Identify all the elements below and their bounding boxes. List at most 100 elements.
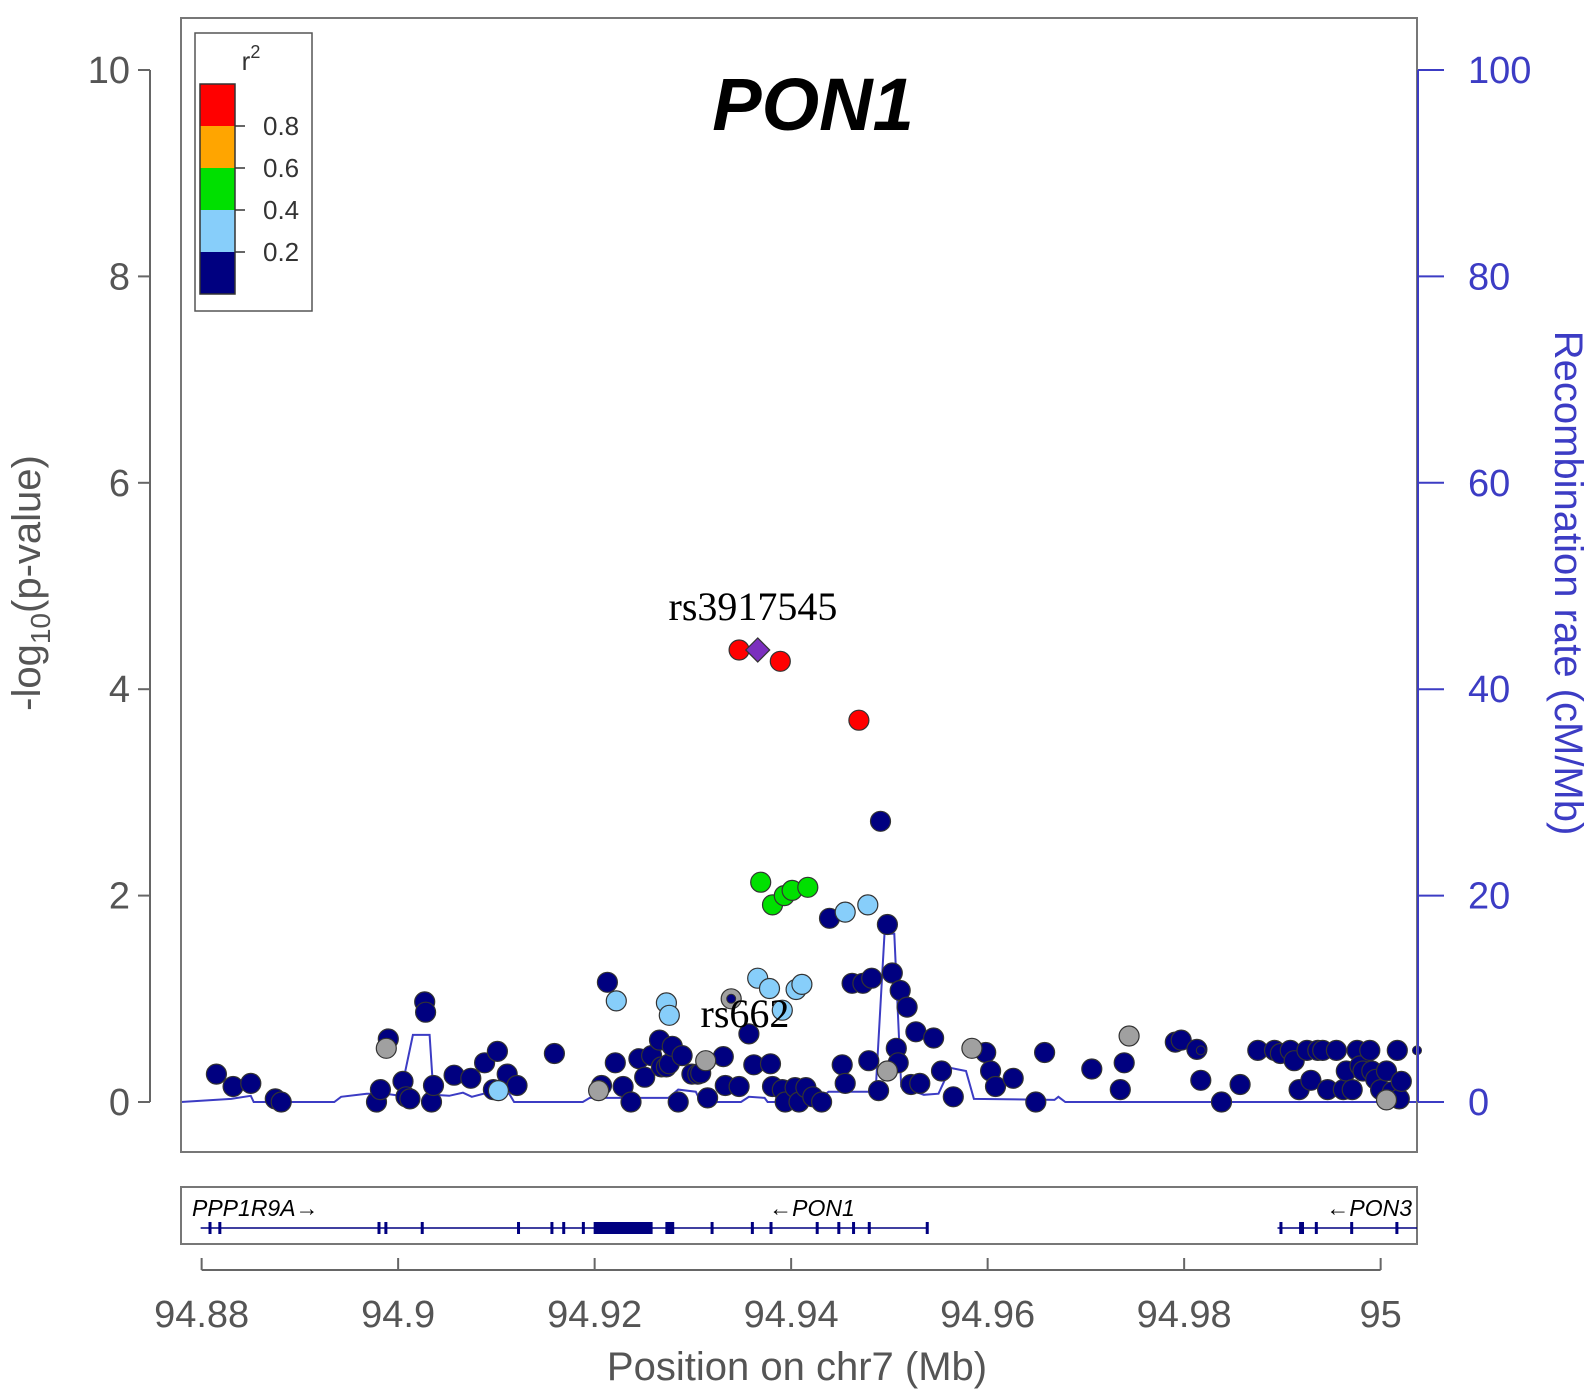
snp-point-navy	[486, 1040, 508, 1063]
snp-point-navy	[738, 1023, 760, 1045]
snp-point-small	[1195, 1045, 1206, 1056]
legend-bin	[200, 84, 235, 126]
snp-point-navy	[909, 1072, 931, 1095]
snp-point-navy	[1390, 1070, 1412, 1093]
gene-exon	[867, 1222, 871, 1234]
snp-points-layer	[205, 637, 1422, 1113]
legend-bar-frame	[199, 83, 236, 295]
gene-exon	[1350, 1222, 1354, 1234]
x-tick-label: 95	[1360, 1294, 1402, 1336]
gene-exon	[218, 1222, 222, 1234]
y-tick-label: 4	[109, 669, 130, 711]
snp-point-navy	[240, 1072, 262, 1095]
gene-exon	[517, 1222, 521, 1234]
x-tick-label: 94.96	[940, 1294, 1035, 1336]
legend-bin	[200, 210, 235, 252]
snp-point-navy	[930, 1060, 953, 1082]
snp-point-navy	[1170, 1029, 1192, 1051]
gene-exon	[420, 1222, 424, 1234]
gene-track-frame	[180, 1186, 1418, 1245]
legend-bin	[200, 168, 235, 210]
legend-bin	[200, 126, 235, 168]
y-tick-label: 8	[109, 256, 130, 298]
x-axis-label: Position on chr7 (Mb)	[607, 1345, 987, 1389]
snp-point-navy	[205, 1063, 227, 1085]
snp-point-gray	[1118, 1025, 1140, 1047]
snp-point-navy	[1325, 1039, 1348, 1062]
y-axis-label-main: -log	[5, 644, 49, 711]
y-axis-label-tail: (p-value)	[5, 455, 49, 613]
legend-bin-label: 0.4	[263, 195, 299, 225]
snp-point-green	[750, 871, 772, 893]
snp-point-navy	[881, 962, 903, 984]
legend-bin	[200, 252, 235, 294]
snp-point-lightblue	[834, 901, 856, 923]
snp-point-gray	[1375, 1089, 1398, 1111]
gene-label: ←PON3	[1326, 1195, 1412, 1221]
y2-tick-label: 100	[1468, 50, 1531, 92]
snp-point-navy	[596, 971, 619, 993]
y2-axis-label: Recombination rate (cM/Mb)	[1546, 331, 1590, 836]
snp-point-gray	[375, 1037, 397, 1059]
gene-exon	[208, 1222, 212, 1234]
snp-point-navy	[634, 1066, 656, 1088]
snp-point-lightblue	[487, 1079, 509, 1102]
snp-point-navy	[667, 1091, 689, 1113]
snp-point-navy	[543, 1042, 566, 1065]
recombination-rate-line	[180, 932, 1417, 1103]
x-tick-label: 94.92	[547, 1294, 642, 1336]
snp-point-navy	[369, 1078, 391, 1101]
snp-point-navy	[728, 1075, 750, 1098]
legend-bin-label: 0.8	[263, 111, 299, 141]
snp-point-navy	[869, 810, 892, 832]
gene-exon	[562, 1222, 566, 1234]
snp-point-navy	[810, 1091, 833, 1113]
chart-title: PON1	[712, 63, 914, 146]
gene-label: ←PON1	[769, 1195, 855, 1221]
y2-tick-label: 60	[1468, 463, 1510, 505]
gene-exon	[837, 1222, 841, 1234]
snp-point-navy	[270, 1091, 292, 1113]
snp-point-navy	[1109, 1078, 1131, 1101]
snp-point-navy	[1081, 1058, 1103, 1080]
x-tick-label: 94.94	[744, 1294, 839, 1336]
gene-exon	[1279, 1222, 1283, 1234]
gene-exon	[852, 1222, 856, 1234]
snp-point-navy	[1025, 1091, 1047, 1113]
snp-point-navy	[415, 1001, 437, 1023]
snp-point-navy	[696, 1087, 719, 1109]
snp-point-navy	[1386, 1039, 1408, 1062]
gene-label: PPP1R9A→	[192, 1195, 319, 1221]
snp-point-navy	[942, 1086, 964, 1108]
legend-title-r: r	[242, 46, 251, 76]
gene-exon	[1395, 1222, 1399, 1234]
snp-point-green	[797, 876, 819, 898]
snp-point-navy	[1002, 1067, 1024, 1089]
snp-point-navy	[460, 1067, 482, 1089]
snp-point-gray	[695, 1050, 717, 1072]
snp-point-navy	[422, 1074, 445, 1097]
snp-point-navy	[1113, 1052, 1135, 1074]
x-tick-label: 94.88	[154, 1294, 249, 1336]
snp-point-navy	[984, 1075, 1007, 1098]
gene-exon	[377, 1222, 381, 1234]
gene-exon	[769, 1222, 773, 1234]
snp-point-lightblue	[791, 973, 813, 996]
snp-point-navy	[671, 1044, 693, 1067]
snp-point-red	[848, 709, 870, 731]
y2-tick-label: 40	[1468, 669, 1510, 711]
legend-bin-label: 0.2	[263, 237, 299, 267]
gene-exon	[710, 1222, 714, 1234]
snp-point-lightblue	[758, 977, 781, 1000]
snp-point-gray	[961, 1037, 983, 1059]
legend-bin-label: 0.6	[263, 153, 299, 183]
gene-exon	[925, 1222, 929, 1234]
x-tick-label: 94.98	[1137, 1294, 1232, 1336]
snp-point-navy	[399, 1088, 421, 1110]
snp-point-lightblue	[605, 990, 627, 1012]
snp-point-navy	[604, 1052, 626, 1074]
y-axis-label-subscript: 10	[25, 613, 56, 644]
snp-point-navy	[867, 1079, 890, 1102]
